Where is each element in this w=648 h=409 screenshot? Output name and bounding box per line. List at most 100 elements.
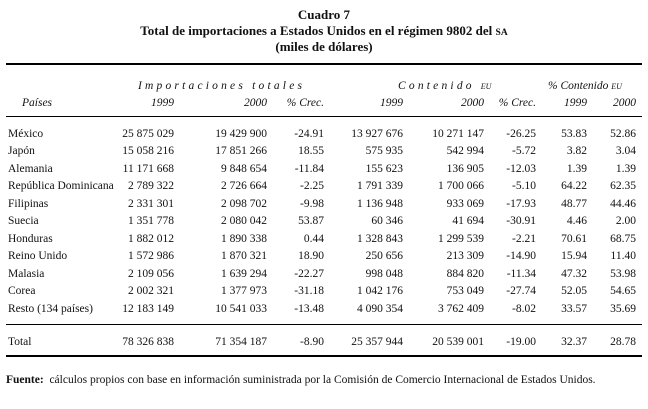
table-row: Malasia 2 109 056 1 639 294 -22.27 998 048 88… — [6, 265, 636, 283]
value-cell: 12 183 149 — [122, 302, 174, 315]
value-cell: -11.34 — [506, 267, 536, 280]
total-cell: 78 326 838 — [122, 335, 174, 348]
value-cell: 3.82 — [566, 145, 587, 158]
total-cell: 71 354 187 — [215, 335, 267, 348]
value-cell: 35.69 — [610, 302, 636, 315]
value-cell: -26.25 — [506, 127, 536, 140]
table-row: Japón 15 058 216 17 851 266 18.55 575 935 542… — [6, 143, 636, 161]
country-cell: República Dominicana — [8, 180, 114, 193]
value-cell: -31.18 — [294, 285, 324, 298]
total-row: Total 78 326 838 71 354 187 -8.90 25 357… — [6, 333, 636, 351]
table-number: Cuadro 7 — [297, 7, 351, 22]
col-header: 2000 — [461, 96, 484, 109]
country-cell: Suecia — [8, 215, 39, 228]
value-cell: -9.98 — [300, 197, 324, 210]
value-cell: 155 623 — [365, 162, 403, 175]
value-cell: 54.65 — [610, 285, 636, 298]
value-cell: 52.05 — [561, 285, 587, 298]
table-title-sa: SA — [495, 28, 508, 38]
value-cell: -13.48 — [294, 302, 324, 315]
value-cell: 2 109 056 — [128, 267, 174, 280]
group-imports: Importaciones totales — [138, 80, 306, 92]
value-cell: 933 069 — [446, 197, 484, 210]
country-cell: Corea — [8, 285, 36, 298]
table-row: República Dominicana 2 789 322 2 726 664 -2… — [6, 178, 636, 196]
value-cell: 53.83 — [561, 127, 587, 140]
group-pct-label: % Contenido — [548, 80, 609, 92]
value-cell: 1 299 539 — [438, 232, 484, 245]
group-pct-content: % Contenido EU — [548, 80, 622, 92]
header-table: Países 1999 2000 % Crec. 1999 2000 % Cre… — [6, 94, 636, 112]
country-cell: México — [8, 127, 44, 140]
table-row: Suecia 1 351 778 2 080 042 53.87 60 346 41 69… — [6, 213, 636, 231]
value-cell: 18.55 — [298, 145, 324, 158]
value-cell: 1 351 778 — [128, 215, 174, 228]
value-cell: 1 890 338 — [221, 232, 267, 245]
value-cell: 1 700 066 — [438, 180, 484, 193]
value-cell: 4 090 354 — [357, 302, 403, 315]
value-cell: 13 927 676 — [351, 127, 403, 140]
value-cell: 25 875 029 — [122, 127, 174, 140]
country-cell: Japón — [8, 145, 35, 158]
value-cell: 53.98 — [610, 267, 636, 280]
value-cell: 33.57 — [561, 302, 587, 315]
value-cell: -5.10 — [512, 180, 536, 193]
value-cell: 48.77 — [561, 197, 587, 210]
value-cell: 1 572 986 — [128, 250, 174, 263]
value-cell: 1 136 948 — [357, 197, 403, 210]
total-cell: -8.90 — [300, 335, 324, 348]
value-cell: -22.27 — [294, 267, 324, 280]
value-cell: -27.74 — [506, 285, 536, 298]
table-subtitle: (miles de dólares) — [275, 39, 373, 54]
value-cell: 68.75 — [610, 232, 636, 245]
table-row: Alemania 11 171 668 9 848 654 -11.84 155 623… — [6, 160, 636, 178]
value-cell: -5.72 — [512, 145, 536, 158]
value-cell: -24.91 — [294, 127, 324, 140]
value-cell: 3 762 409 — [438, 302, 484, 315]
value-cell: 2 789 322 — [128, 180, 174, 193]
total-table: Total 78 326 838 71 354 187 -8.90 25 357… — [6, 333, 636, 351]
value-cell: 213 309 — [446, 250, 484, 263]
value-cell: 1 328 843 — [357, 232, 403, 245]
total-cell: Total — [8, 335, 32, 348]
value-cell: -8.02 — [512, 302, 536, 315]
source-text: cálculos propios con base en información… — [49, 374, 596, 386]
value-cell: 15 058 216 — [122, 145, 174, 158]
value-cell: 41 694 — [452, 215, 484, 228]
country-cell: Honduras — [8, 232, 53, 245]
source-note: Fuente: cálculos propios con base en inf… — [6, 372, 642, 388]
total-rule — [6, 324, 642, 325]
table-title-text: Total de importaciones a Estados Unidos … — [140, 23, 493, 38]
value-cell: 3.04 — [615, 145, 636, 158]
table-row: Honduras 1 882 012 1 890 338 0.44 1 328 843 1… — [6, 230, 636, 248]
value-cell: 2 726 664 — [221, 180, 267, 193]
value-cell: 17 851 266 — [215, 145, 267, 158]
col-header: 1999 — [380, 96, 403, 109]
value-cell: 4.46 — [566, 215, 587, 228]
value-cell: -30.91 — [506, 215, 536, 228]
table-row: México 25 875 029 19 429 900 -24.91 13 927 6… — [6, 125, 636, 143]
column-headers: Países 1999 2000 % Crec. 1999 2000 % Cre… — [6, 94, 636, 112]
value-cell: 1 870 321 — [221, 250, 267, 263]
value-cell: -14.90 — [506, 250, 536, 263]
value-cell: 44.46 — [610, 197, 636, 210]
total-cell: 28.78 — [610, 335, 636, 348]
source-label: Fuente: — [6, 374, 44, 386]
value-cell: 884 820 — [446, 267, 484, 280]
value-cell: 2 002 321 — [128, 285, 174, 298]
value-cell: 70.61 — [561, 232, 587, 245]
value-cell: -17.93 — [506, 197, 536, 210]
bottom-rule — [6, 355, 642, 357]
value-cell: -2.21 — [512, 232, 536, 245]
value-cell: 0.44 — [303, 232, 324, 245]
col-header: % Crec. — [286, 96, 324, 109]
col-header: 1999 — [151, 96, 174, 109]
value-cell: 11.40 — [610, 250, 636, 263]
value-cell: 1 639 294 — [221, 267, 267, 280]
country-cell: Reino Unido — [8, 250, 68, 263]
value-cell: 2 080 042 — [221, 215, 267, 228]
total-cell: 25 357 944 — [351, 335, 403, 348]
value-cell: 64.22 — [561, 180, 587, 193]
group-content: Contenido EU — [398, 80, 491, 92]
total-cell: -19.00 — [506, 335, 536, 348]
